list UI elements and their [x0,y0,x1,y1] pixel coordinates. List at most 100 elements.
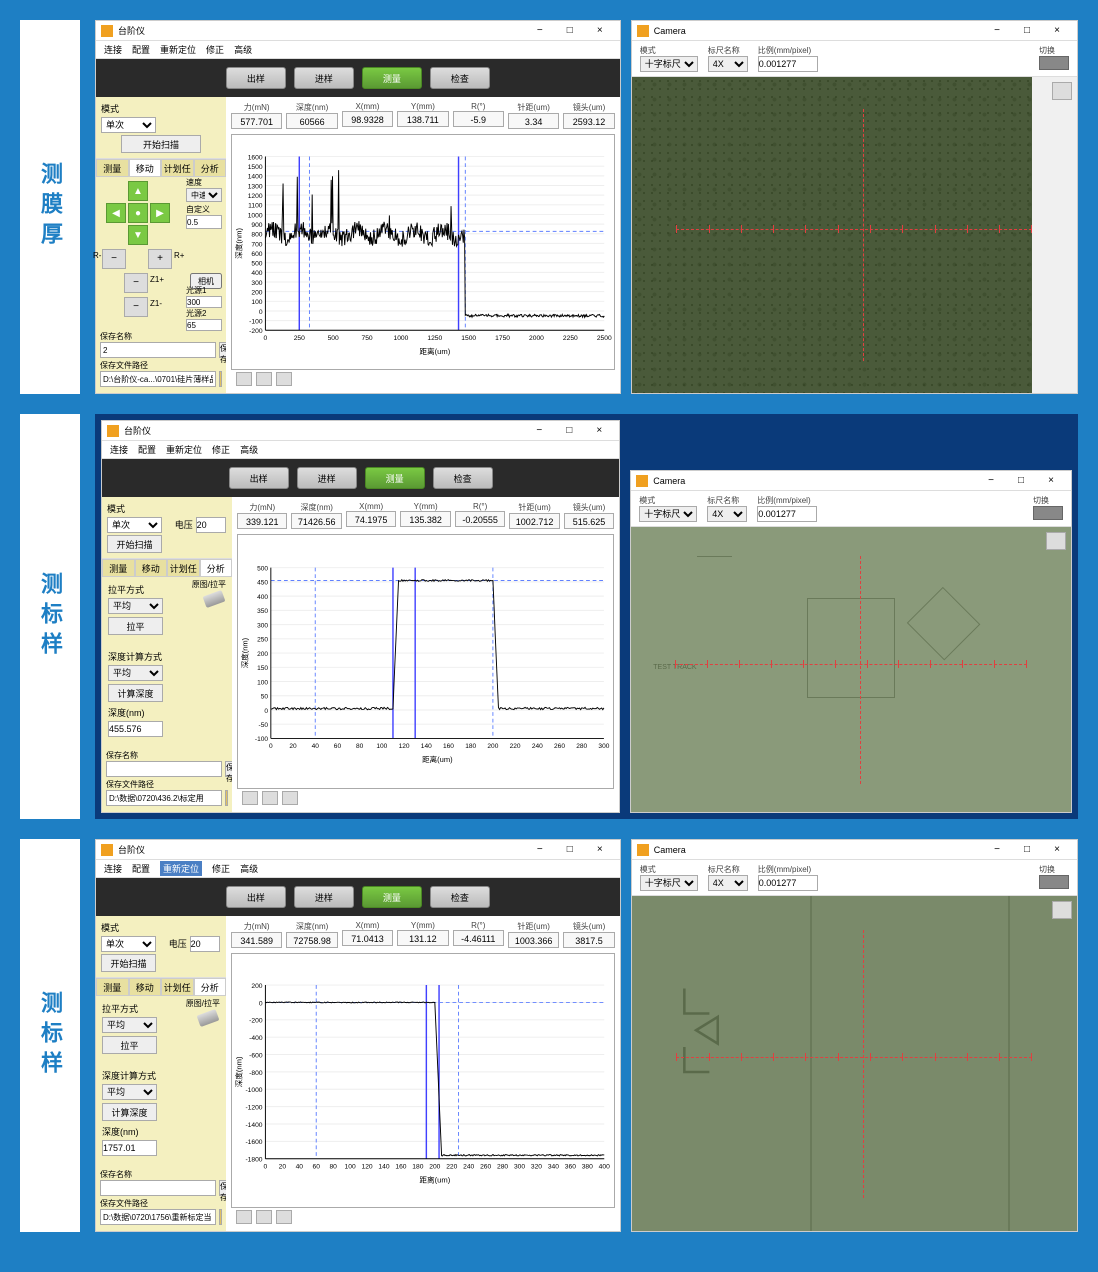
chart[interactable]: -1800-1600-1400-1200-1000-800-600-400-20… [231,953,615,1208]
level-button[interactable]: 拉平 [102,1036,157,1054]
z-minus-button[interactable]: − [124,297,148,317]
depth-method-select[interactable]: 平均 [108,665,163,681]
measure-button[interactable]: 测量 [365,467,425,489]
close-button[interactable]: × [585,844,615,855]
scan-button[interactable]: 开始扫描 [121,135,201,153]
maximize-button[interactable]: □ [555,25,585,36]
save-name-input[interactable] [100,342,216,358]
close-button[interactable]: × [1042,844,1072,855]
arrow-center-button[interactable]: ● [128,203,148,223]
arrow-down-button[interactable]: ▼ [128,225,148,245]
arrow-left-button[interactable]: ◀ [106,203,126,223]
tab-move[interactable]: 移动 [129,159,162,177]
measure-button[interactable]: 测量 [362,67,422,89]
cam-ratio-input[interactable] [757,506,817,522]
camera-view[interactable] [632,896,1077,1231]
measure-button[interactable]: 测量 [362,886,422,908]
level-button[interactable]: 拉平 [108,617,163,635]
maximize-button[interactable]: □ [1012,25,1042,36]
zoom-icon[interactable] [236,372,252,386]
cam-switch-toggle[interactable] [1039,875,1069,889]
check-button[interactable]: 检查 [430,67,490,89]
cam-mode-select[interactable]: 十字标尺图 [640,875,698,891]
folder-icon[interactable] [219,1209,222,1225]
depth-value-input[interactable] [102,1140,157,1156]
minimize-button[interactable]: − [525,25,555,36]
cam-ruler-select[interactable]: 4X [708,56,748,72]
load-button[interactable]: 进样 [294,67,354,89]
cam-ratio-input[interactable] [758,56,818,72]
mode-select[interactable]: 单次 [101,117,156,133]
chart[interactable]: -200-10001002003004005006007008009001000… [231,134,615,370]
voltage-input[interactable] [196,517,226,533]
speed-select[interactable]: 中速 [186,188,222,202]
pan-icon[interactable] [256,1210,272,1224]
cam-mode-select[interactable]: 十字标尺图 [639,506,697,522]
cam-ratio-input[interactable] [758,875,818,891]
cam-switch-toggle[interactable] [1039,56,1069,70]
scan-button[interactable]: 开始扫描 [101,954,156,972]
calc-depth-button[interactable]: 计算深度 [102,1103,157,1121]
minimize-button[interactable]: − [982,25,1012,36]
cam-mode-select[interactable]: 十字标尺图 [640,56,698,72]
light1-input[interactable] [186,296,222,308]
menu-advanced[interactable]: 高级 [234,43,252,56]
folder-icon[interactable] [219,371,222,387]
cam-ruler-select[interactable]: 4X [708,875,748,891]
cam-snapshot-icon[interactable] [1052,82,1072,100]
check-button[interactable]: 检查 [430,886,490,908]
eject-button[interactable]: 出样 [229,467,289,489]
menu-connect[interactable]: 连接 [104,43,122,56]
load-button[interactable]: 进样 [297,467,357,489]
eject-button[interactable]: 出样 [226,67,286,89]
menu-repos[interactable]: 重新定位 [160,43,196,56]
level-select[interactable]: 平均 [102,1017,157,1033]
close-button[interactable]: × [1042,25,1072,36]
cam-snapshot-icon[interactable] [1046,532,1066,550]
minimize-button[interactable]: − [525,844,555,855]
tab-analysis[interactable]: 分析 [194,159,227,177]
pan-icon[interactable] [262,791,278,805]
folder-icon[interactable] [225,790,228,806]
save-path-input[interactable] [100,371,216,387]
minimize-button[interactable]: − [976,475,1006,486]
cam-snapshot-icon[interactable] [1052,901,1072,919]
depth-value-input[interactable] [108,721,163,737]
maximize-button[interactable]: □ [1012,844,1042,855]
cam-switch-toggle[interactable] [1033,506,1063,520]
r-plus-button[interactable]: + [148,249,172,269]
menu-correct[interactable]: 修正 [206,43,224,56]
scan-button[interactable]: 开始扫描 [107,535,162,553]
zoom-icon[interactable] [242,791,258,805]
save-path-input[interactable] [100,1209,216,1225]
fit-icon[interactable] [282,791,298,805]
level-select[interactable]: 平均 [108,598,163,614]
save-path-input[interactable] [106,790,222,806]
arrow-right-button[interactable]: ▶ [150,203,170,223]
save-name-input[interactable] [100,1180,216,1196]
load-button[interactable]: 进样 [294,886,354,908]
fit-icon[interactable] [276,372,292,386]
voltage-input[interactable] [190,936,220,952]
fit-icon[interactable] [276,1210,292,1224]
light2-input[interactable] [186,319,222,331]
maximize-button[interactable]: □ [554,425,584,436]
close-button[interactable]: × [1036,475,1066,486]
r-minus-button[interactable]: − [102,249,126,269]
zoom-icon[interactable] [236,1210,252,1224]
save-name-input[interactable] [106,761,222,777]
minimize-button[interactable]: − [524,425,554,436]
maximize-button[interactable]: □ [555,844,585,855]
camera-view[interactable] [632,77,1077,393]
close-button[interactable]: × [585,25,615,36]
menu-config[interactable]: 配置 [132,43,150,56]
close-button[interactable]: × [584,425,614,436]
tab-measure[interactable]: 测量 [96,159,129,177]
mode-select[interactable]: 单次 [107,517,162,533]
calc-depth-button[interactable]: 计算深度 [108,684,163,702]
z-plus-button[interactable]: − [124,273,148,293]
eject-button[interactable]: 出样 [226,886,286,908]
pan-icon[interactable] [256,372,272,386]
chart[interactable]: -100-50050100150200250300350400450500020… [237,534,614,789]
arrow-up-button[interactable]: ▲ [128,181,148,201]
